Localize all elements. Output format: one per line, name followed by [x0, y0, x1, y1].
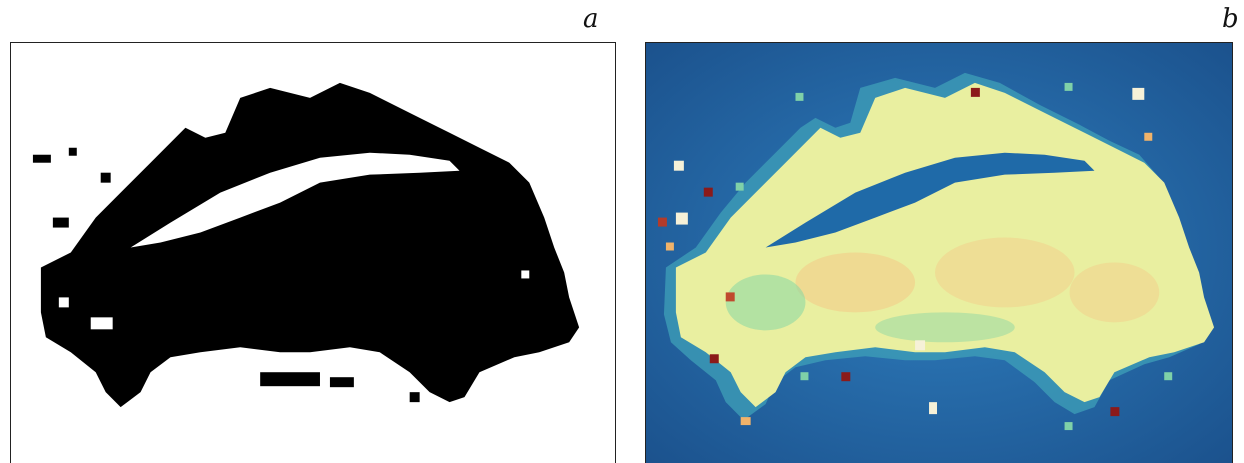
mask-speckle — [68, 147, 77, 156]
heatmap-hot-pixel — [725, 292, 735, 302]
mask-hole — [521, 270, 530, 279]
heatmap-bright-pixel — [929, 402, 938, 415]
heatmap-hot-pixel — [703, 187, 713, 197]
heatmap-warm-patch — [935, 237, 1075, 308]
binary-mask-panel — [10, 42, 616, 463]
mask-speckle — [260, 372, 320, 387]
heatmap-speck — [1064, 422, 1073, 431]
heatmap-speck — [795, 92, 804, 101]
heatmap-hot-pixel — [841, 372, 851, 382]
heatmap-speck — [1064, 82, 1073, 91]
heatmap-hot-pixel — [970, 87, 980, 97]
heatmap-speck — [740, 417, 751, 426]
mask-speckle — [100, 172, 111, 183]
heatmap-speck — [800, 372, 809, 381]
heatmap-bright-pixel — [675, 212, 688, 225]
heatmap-panel — [645, 42, 1233, 463]
heatmap-bright-pixel — [915, 340, 926, 351]
heatmap-speck — [1164, 372, 1173, 381]
heatmap-hot-pixel — [709, 354, 719, 364]
heatmap-image — [646, 43, 1232, 463]
heatmap-speck — [665, 242, 674, 251]
mask-speckle — [32, 154, 51, 163]
heatmap-green-patch — [875, 312, 1015, 343]
heatmap-warm-patch — [1069, 262, 1160, 323]
mask-hole — [58, 297, 69, 308]
mask-channel — [130, 152, 460, 248]
mask-speckle — [329, 377, 354, 388]
heatmap-hot-pixel — [1110, 407, 1120, 417]
heatmap-bright-pixel — [673, 160, 684, 171]
panel-b-label: b — [1222, 4, 1239, 34]
panel-a-label: a — [583, 4, 599, 34]
mask-speckle — [52, 217, 69, 228]
mask-hole — [90, 317, 113, 330]
heatmap-channel — [765, 152, 1095, 248]
mask-speckle — [409, 392, 420, 403]
heatmap-warm-patch — [795, 252, 916, 313]
heatmap-speck — [735, 182, 744, 191]
heatmap-hot-pixel — [657, 217, 667, 227]
heatmap-speck — [1144, 132, 1153, 141]
binary-mask-image — [32, 82, 580, 408]
heatmap-bright-pixel — [1132, 87, 1145, 100]
heatmap-green-patch — [725, 274, 806, 331]
